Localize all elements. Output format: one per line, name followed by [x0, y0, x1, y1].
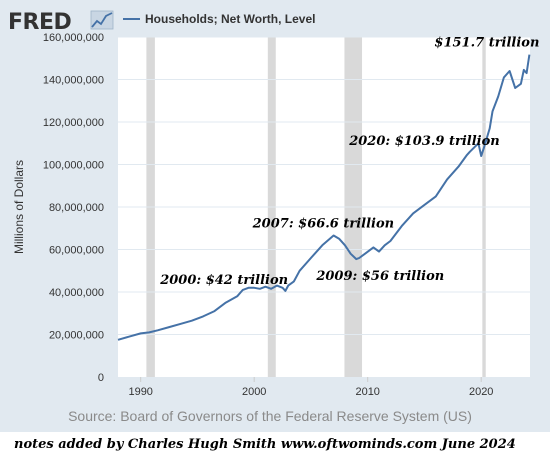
logo-chart-icon: [90, 10, 114, 30]
x-tick-label: 2020: [469, 386, 493, 398]
logo-text: FRED: [8, 10, 71, 35]
series-layer: [117, 54, 531, 341]
x-axis-ticks: 1990 2000 2010 2020: [128, 377, 493, 398]
y-tick-label: 0: [98, 372, 104, 384]
y-tick-label: 80,000,000: [49, 202, 104, 214]
annotation-label: $151.7 trillion: [434, 36, 539, 51]
y-tick-label: 60,000,000: [49, 245, 104, 257]
annotations: $151.7 trillion 2020: $103.9 trillion 2007…: [159, 36, 539, 288]
annotation-label: 2007: $66.6 trillion: [252, 216, 394, 231]
legend[interactable]: Households; Net Worth, Level: [123, 12, 315, 26]
legend-label: Households; Net Worth, Level: [145, 12, 315, 26]
annotation-label: 2000: $42 trillion: [159, 273, 288, 288]
y-tick-label: 120,000,000: [43, 117, 104, 129]
annotation-label: 2020: $103.9 trillion: [348, 134, 500, 149]
series-line-1: [117, 54, 531, 341]
annotation-label: 2009: $56 trillion: [315, 269, 444, 284]
chart-svg: FRED Households; Net Worth, Level 0 20,00…: [8, 10, 539, 424]
y-tick-label: 20,000,000: [49, 330, 104, 342]
x-tick-label: 2000: [242, 386, 266, 398]
y-tick-label: 100,000,000: [43, 160, 104, 172]
x-tick-label: 1990: [128, 386, 152, 398]
y-tick-label: 40,000,000: [49, 287, 104, 299]
y-axis-title: Millions of Dollars: [12, 160, 26, 254]
y-tick-label: 140,000,000: [43, 75, 104, 87]
footer-note: notes added by Charles Hugh Smith www.of…: [14, 437, 516, 452]
gridlines: [118, 36, 530, 335]
fred-logo[interactable]: FRED: [8, 10, 114, 35]
y-axis-ticks: 0 20,000,000 40,000,000 60,000,000 80,000,00…: [43, 32, 104, 384]
x-tick-label: 2010: [355, 386, 379, 398]
y-tick-label: 160,000,000: [43, 32, 104, 44]
source-text: Source: Board of Governors of the Federa…: [68, 408, 472, 424]
